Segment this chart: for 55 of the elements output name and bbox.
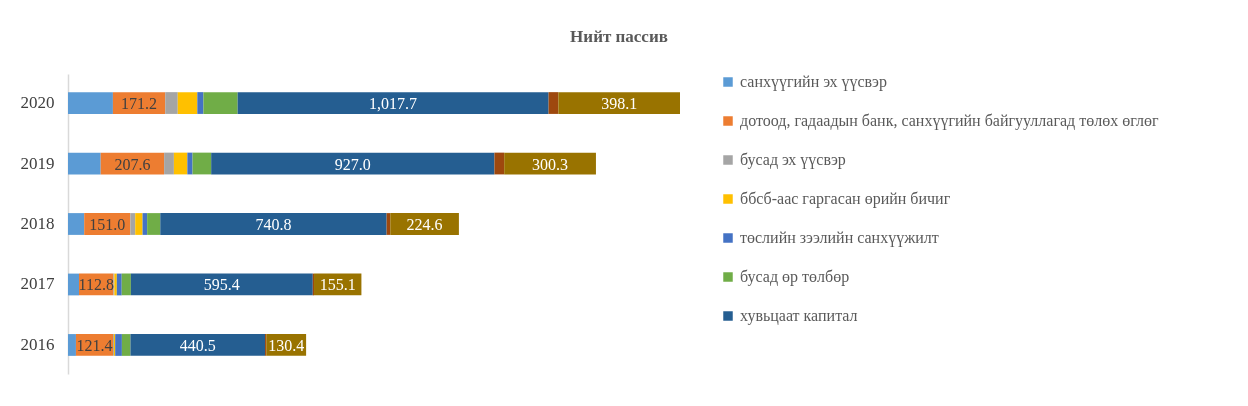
legend-label: бусад эх үүсвэр	[740, 151, 846, 169]
bar	[211, 152, 495, 175]
y-tick-label: 2017	[20, 274, 55, 294]
bar	[160, 213, 387, 235]
data-label: 440.5	[179, 336, 216, 354]
data-label: 121.4	[76, 336, 113, 354]
legend-label: төслийн зээлийн санхүүжилт	[740, 229, 939, 247]
bar	[192, 152, 212, 175]
bar	[177, 92, 198, 114]
bar	[173, 152, 188, 175]
data-label: 595.4	[203, 276, 240, 294]
bar	[115, 334, 122, 356]
data-label: 300.3	[532, 155, 569, 173]
bar	[68, 213, 85, 235]
bar	[558, 92, 680, 114]
bar	[68, 334, 76, 356]
bar	[135, 213, 143, 235]
y-tick-label: 2018	[20, 214, 55, 233]
chart-title: Нийт пассив	[570, 27, 668, 46]
bar	[165, 92, 178, 114]
data-label: 1,017.7	[369, 95, 418, 113]
bar	[237, 92, 549, 114]
bar	[197, 92, 204, 114]
bar	[203, 92, 238, 114]
y-tick-label: 2016	[20, 334, 55, 354]
data-label: 171.2	[121, 95, 158, 113]
legend-label: ббсб-аас гаргасан өрийн бичиг	[740, 190, 951, 208]
bar	[130, 334, 266, 356]
bar	[68, 273, 79, 296]
bar	[68, 92, 113, 114]
data-label: 927.0	[334, 155, 371, 173]
bar	[147, 213, 161, 235]
bar	[548, 92, 559, 114]
bar	[130, 273, 313, 296]
bar	[121, 334, 131, 356]
bar	[116, 273, 122, 296]
bar	[121, 273, 131, 296]
bar	[164, 152, 174, 175]
data-label: 224.6	[406, 216, 443, 233]
legend-label: хувьцаат капитал	[740, 307, 858, 325]
bar	[494, 152, 505, 175]
bar	[187, 152, 193, 175]
data-label: 398.1	[601, 95, 638, 113]
data-label: 740.8	[255, 216, 292, 233]
data-label: 151.0	[89, 216, 126, 233]
data-label: 130.4	[268, 336, 305, 354]
legend-label: бусад өр төлбөр	[740, 268, 850, 286]
y-tick-label: 2020	[20, 93, 55, 113]
legend-label: санхүүгийн эх үүсвэр	[740, 73, 887, 91]
legend-label: дотоод, гадаадын банк, санхүүгийн байгууллагад төлөх өглөг	[740, 112, 1159, 130]
data-label: 155.1	[319, 276, 356, 294]
bar	[130, 213, 136, 235]
bar	[68, 152, 101, 175]
y-tick-label: 2019	[20, 153, 55, 173]
data-label: 207.6	[114, 155, 151, 173]
